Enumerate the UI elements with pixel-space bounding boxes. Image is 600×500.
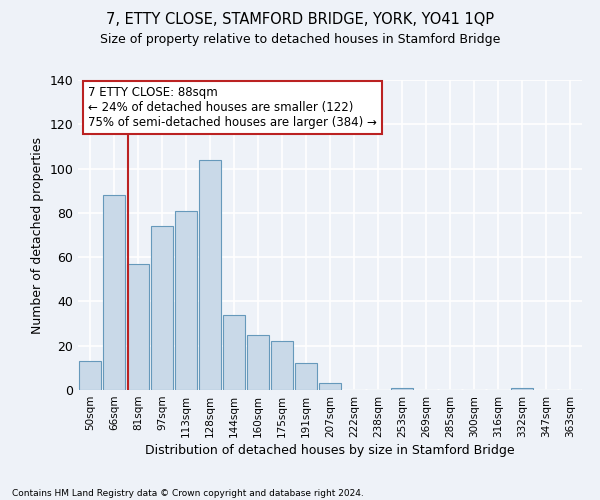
Bar <box>151 226 173 390</box>
Bar <box>271 342 293 390</box>
Text: 7 ETTY CLOSE: 88sqm
← 24% of detached houses are smaller (122)
75% of semi-detac: 7 ETTY CLOSE: 88sqm ← 24% of detached ho… <box>88 86 377 129</box>
Bar <box>223 314 245 390</box>
Bar <box>247 334 269 390</box>
Bar <box>295 364 317 390</box>
Bar <box>511 388 533 390</box>
Text: Contains HM Land Registry data © Crown copyright and database right 2024.: Contains HM Land Registry data © Crown c… <box>12 488 364 498</box>
Bar <box>199 160 221 390</box>
Text: 7, ETTY CLOSE, STAMFORD BRIDGE, YORK, YO41 1QP: 7, ETTY CLOSE, STAMFORD BRIDGE, YORK, YO… <box>106 12 494 28</box>
Text: Size of property relative to detached houses in Stamford Bridge: Size of property relative to detached ho… <box>100 32 500 46</box>
Bar <box>175 210 197 390</box>
Bar <box>127 264 149 390</box>
Bar <box>79 361 101 390</box>
Bar <box>319 384 341 390</box>
Y-axis label: Number of detached properties: Number of detached properties <box>31 136 44 334</box>
Bar <box>103 195 125 390</box>
Bar <box>391 388 413 390</box>
X-axis label: Distribution of detached houses by size in Stamford Bridge: Distribution of detached houses by size … <box>145 444 515 457</box>
